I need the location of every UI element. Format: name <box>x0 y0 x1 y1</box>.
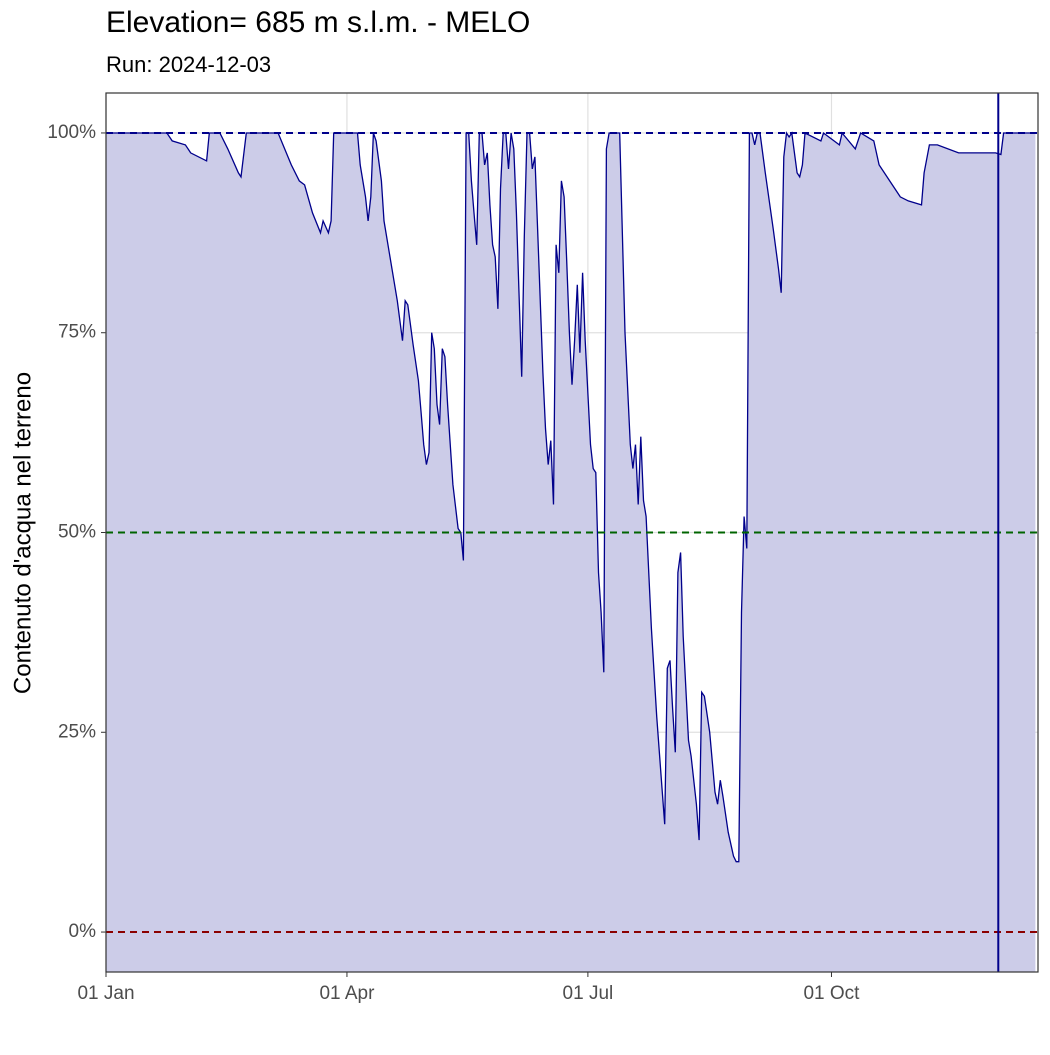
x-tick-label: 01 Oct <box>803 983 860 1004</box>
y-tick-label: 50% <box>58 522 96 543</box>
x-tick-label: 01 Jan <box>77 983 134 1004</box>
panel-border <box>105 92 1039 973</box>
y-tick-label: 25% <box>58 721 96 742</box>
y-tick-label: 100% <box>47 122 96 143</box>
y-tick-label: 75% <box>58 322 96 343</box>
chart-title: Elevation= 685 m s.l.m. - MELO <box>106 6 530 39</box>
x-tick-label: 01 Apr <box>319 983 375 1004</box>
area <box>106 133 1036 972</box>
chart-subtitle: Run: 2024-12-03 <box>106 52 271 77</box>
line <box>106 131 1036 863</box>
y-tick-label: 0% <box>69 921 97 942</box>
y-axis-label: Contenuto d'acqua nel terreno <box>9 372 36 694</box>
x-tick-label: 01 Jul <box>563 983 614 1004</box>
